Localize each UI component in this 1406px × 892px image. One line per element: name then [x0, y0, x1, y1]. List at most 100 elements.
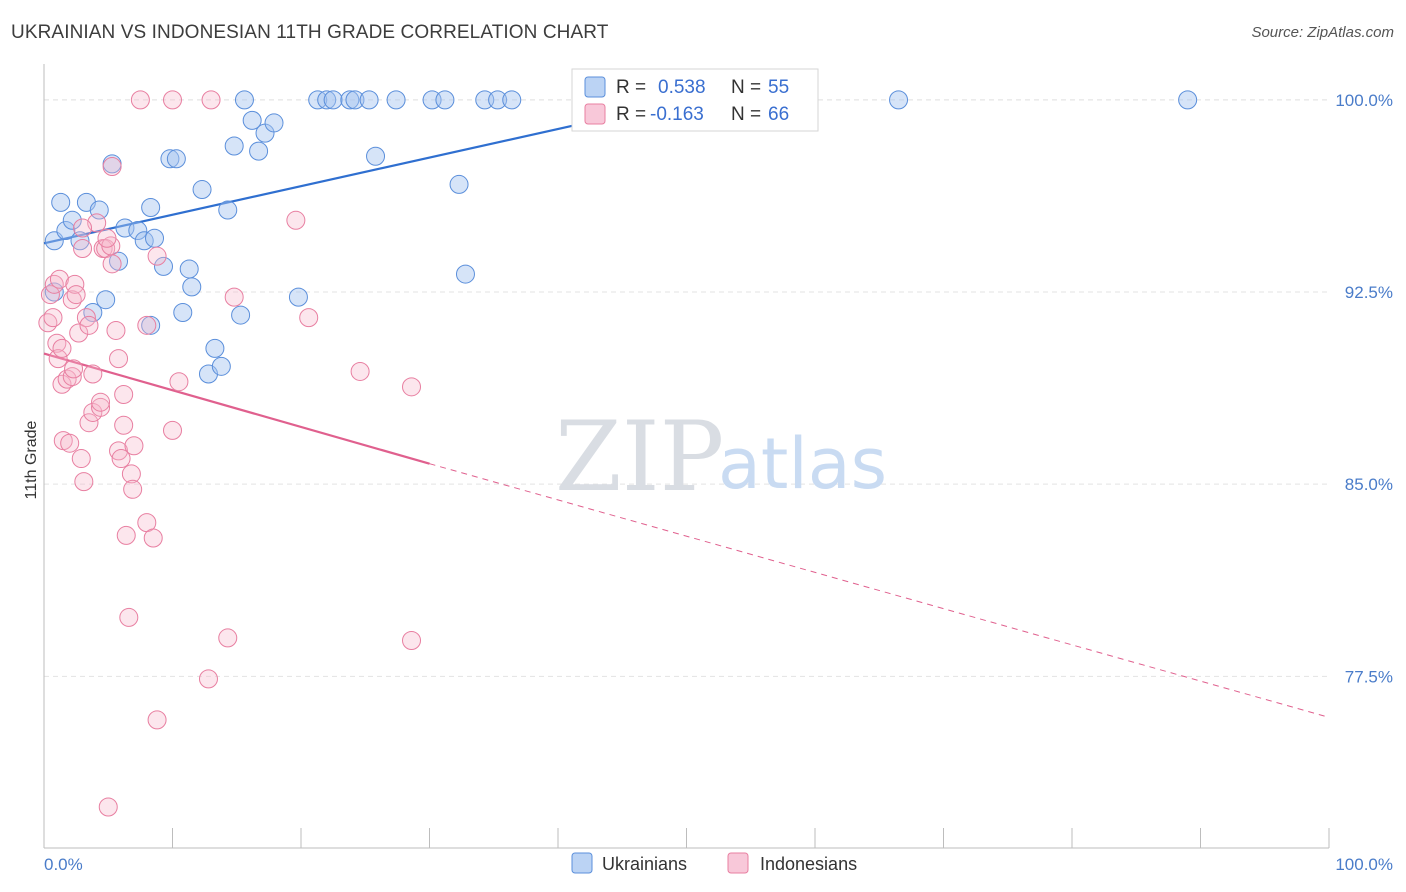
ukrainian-point — [234, 90, 254, 110]
ukrainian-point — [179, 259, 199, 279]
indonesian-point — [65, 274, 85, 294]
legend-n-value-pink: 66 — [768, 104, 789, 125]
ukrainian-point — [317, 90, 337, 110]
indonesian-point — [106, 320, 126, 340]
indonesian-point — [47, 333, 67, 353]
ukrainian-point — [128, 221, 148, 241]
indonesian-point — [48, 349, 68, 369]
indonesian-point — [44, 274, 64, 294]
indonesian-point — [97, 228, 117, 248]
legend-frame — [571, 68, 819, 132]
legend-swatch-pink — [584, 103, 606, 125]
ukrainian-point — [141, 197, 161, 217]
y-axis-label: 11th Grade — [23, 420, 40, 499]
ukrainian-point — [242, 110, 262, 130]
y-tick-label: 77.5% — [1345, 667, 1393, 686]
indonesian-point — [224, 287, 244, 307]
indonesian-point — [218, 628, 238, 648]
indonesian-point — [79, 413, 99, 433]
indonesian-point — [119, 607, 139, 627]
indonesian-point — [62, 367, 82, 387]
grid-layer — [44, 99, 1329, 677]
ukrainian-point — [96, 290, 116, 310]
indonesian-point — [114, 415, 134, 435]
ukrainian-point — [249, 141, 269, 161]
indonesian-point — [201, 90, 221, 110]
bottom-legend-swatch-ukrainians — [571, 852, 593, 874]
ukrainian-point — [166, 149, 186, 169]
ukrainian-point — [218, 200, 238, 220]
ukrainian-point — [1178, 90, 1198, 110]
indonesian-point — [91, 397, 111, 417]
ukrainian-point — [145, 228, 165, 248]
bottom-legend-ukrainians: Ukrainians — [602, 854, 687, 874]
ukrainian-point — [449, 174, 469, 194]
indonesian-point — [73, 218, 93, 238]
indonesian-point — [111, 449, 131, 469]
legend-swatch-blue — [584, 76, 606, 98]
ukrainian-point — [366, 146, 386, 166]
indonesian-point — [71, 449, 91, 469]
indonesian-point — [402, 377, 422, 397]
ukrainian-point — [386, 90, 406, 110]
ukrainian-point — [345, 90, 365, 110]
legend-n-value-blue: 55 — [768, 77, 789, 98]
indonesian-point — [109, 441, 129, 461]
ukrainian-point — [224, 136, 244, 156]
indonesian-point — [121, 464, 141, 484]
indonesian-point — [109, 349, 129, 369]
legend-r-value-blue: 0.538 — [658, 77, 706, 98]
indonesian-point — [130, 90, 150, 110]
y-tick-label: 100.0% — [1335, 91, 1393, 110]
ukrainian-point — [340, 90, 360, 110]
watermark-atlas: atlas — [718, 423, 887, 505]
ukrainian-point — [182, 277, 202, 297]
indonesian-point — [116, 525, 136, 545]
watermark: ZIP atlas — [555, 401, 887, 513]
indonesian-point — [60, 433, 80, 453]
ukrainian-point — [83, 303, 103, 323]
indonesian-point — [114, 385, 134, 405]
indonesian-point — [74, 472, 94, 492]
indonesian-point — [52, 374, 72, 394]
ukrainian-point — [889, 90, 909, 110]
indonesian-point — [38, 313, 58, 333]
indonesian-point — [198, 669, 218, 689]
indonesian-point — [299, 308, 319, 328]
indonesian-trendline-extension — [429, 463, 1330, 718]
ukrainian-point — [56, 221, 76, 241]
legend-r-value-pink: -0.163 — [650, 104, 704, 125]
ukrainian-point — [359, 90, 379, 110]
ukrainian-point — [323, 90, 343, 110]
bottom-legend-swatch-indonesians — [727, 852, 749, 874]
ukrainian-point — [173, 303, 193, 323]
legend-n-label-blue: N = — [731, 77, 761, 98]
ukrainian-point — [51, 192, 71, 212]
indonesian-point — [163, 420, 182, 440]
legend-n-label-pink: N = — [731, 104, 761, 125]
indonesian-point — [91, 392, 111, 412]
trend-layer — [43, 106, 1330, 718]
indonesian-point — [43, 308, 63, 328]
indonesian-point — [102, 254, 122, 274]
correlation-legend: R = 0.538 N = 55 R = -0.163 N = 66 — [571, 68, 819, 132]
indonesian-point — [169, 372, 189, 392]
indonesian-point — [87, 213, 107, 233]
indonesian-point — [98, 797, 118, 817]
x-tick-label: 0.0% — [44, 855, 83, 874]
series-legend: Ukrainians Indonesians — [571, 852, 857, 874]
x-tick-label: 100.0% — [1335, 855, 1393, 874]
indonesian-point — [123, 479, 143, 499]
indonesian-point — [69, 323, 89, 343]
indonesian-trendline — [43, 352, 430, 465]
ukrainian-point — [502, 90, 522, 110]
points-layer — [38, 90, 1198, 817]
indonesian-point — [102, 156, 122, 176]
indonesian-point — [83, 364, 103, 384]
chart-title: UKRAINIAN VS INDONESIAN 11TH GRADE CORRE… — [11, 22, 609, 43]
indonesian-point — [163, 90, 182, 110]
indonesian-point — [124, 436, 144, 456]
ukrainian-point — [264, 113, 284, 133]
indonesian-point — [52, 338, 72, 358]
